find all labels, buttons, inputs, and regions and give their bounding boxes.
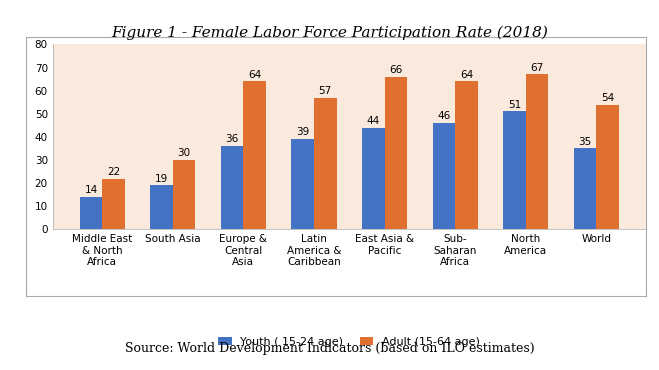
- Bar: [432, 123, 455, 229]
- Text: 22: 22: [107, 166, 120, 177]
- Text: 67: 67: [530, 63, 544, 73]
- Bar: [503, 111, 526, 229]
- Text: 14: 14: [84, 185, 98, 195]
- Text: 66: 66: [389, 65, 403, 75]
- Bar: [221, 146, 243, 229]
- Bar: [385, 77, 407, 229]
- Bar: [455, 81, 478, 229]
- Bar: [574, 148, 596, 229]
- Legend: Youth ( 15-24 age), Adult (15-64 age): Youth ( 15-24 age), Adult (15-64 age): [213, 331, 486, 352]
- Text: 39: 39: [296, 127, 309, 137]
- Text: 30: 30: [177, 148, 190, 158]
- Bar: [102, 179, 125, 229]
- Bar: [291, 139, 314, 229]
- Text: 19: 19: [155, 174, 168, 184]
- Bar: [596, 104, 619, 229]
- Text: 44: 44: [366, 116, 380, 126]
- Bar: [243, 81, 266, 229]
- Text: 54: 54: [601, 92, 614, 102]
- Text: 36: 36: [225, 134, 239, 144]
- Text: 51: 51: [508, 100, 521, 110]
- Bar: [362, 128, 385, 229]
- Text: 64: 64: [460, 70, 473, 80]
- Text: 57: 57: [319, 86, 332, 96]
- Bar: [173, 160, 196, 229]
- Bar: [526, 74, 548, 229]
- Bar: [80, 197, 102, 229]
- Bar: [150, 185, 173, 229]
- Bar: [314, 98, 337, 229]
- Text: 35: 35: [579, 137, 592, 147]
- Text: Figure 1 - Female Labor Force Participation Rate (2018): Figure 1 - Female Labor Force Participat…: [111, 26, 548, 40]
- Text: Source: World Development Indicators (based on ILO estimates): Source: World Development Indicators (ba…: [125, 342, 534, 355]
- Text: 64: 64: [248, 70, 262, 80]
- Text: 46: 46: [437, 111, 451, 121]
